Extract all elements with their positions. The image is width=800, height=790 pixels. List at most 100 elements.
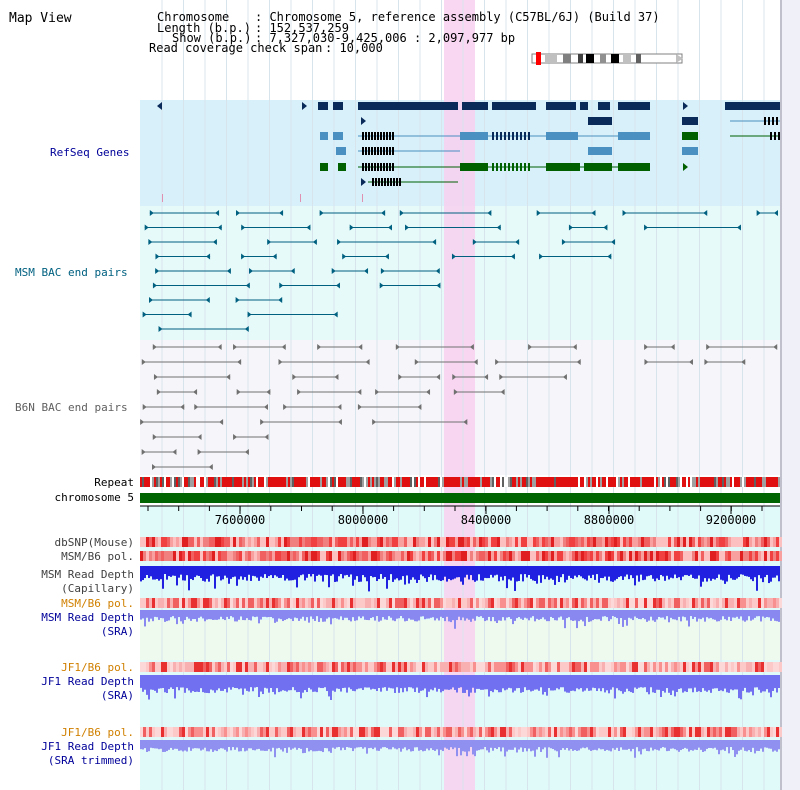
msm-sra-depth-bar <box>728 610 730 617</box>
jf1-b6-trim-pol-cell <box>623 727 626 737</box>
msm-sra-depth-bar <box>646 610 648 622</box>
gene-exon <box>580 102 588 110</box>
jf1-b6-pol-cell <box>665 662 668 672</box>
jf1-trimmed-depth-bar <box>180 740 182 751</box>
msm-capillary-depth-bar <box>600 566 602 578</box>
msm-bac-pairs-track[interactable] <box>142 210 778 332</box>
jf1-trimmed-depth-bar <box>632 740 634 749</box>
jf1-trimmed-depth-bar <box>556 740 558 752</box>
jf1-sra-depth-bar <box>160 675 162 689</box>
jf1-sra-depth-bar <box>748 675 750 693</box>
jf1-trimmed-depth-bar <box>468 740 470 752</box>
jf1-b6-trim-pol-cell <box>629 727 632 737</box>
jf1-sra-depth-bar <box>214 675 216 693</box>
msm-capillary-depth-bar <box>772 566 774 578</box>
jf1-sra-depth-bar <box>170 675 172 688</box>
b6n-bac-pair-end <box>233 344 238 350</box>
jf1-sra-depth-bar <box>312 675 314 692</box>
jf1-b6-trim-pol-cell <box>227 727 230 737</box>
msm-capillary-depth-bar <box>542 566 544 576</box>
msm-capillary-depth-bar <box>742 566 744 575</box>
msm-capillary-depth-bar <box>270 566 272 576</box>
jf1-b6-trim-pol-cell <box>641 727 644 737</box>
jf1-sra-depth-bar <box>420 675 422 691</box>
msm-sra-depth-bar <box>610 610 612 620</box>
repeat-cell <box>634 477 636 487</box>
msm-b6-pol-cell <box>269 551 272 561</box>
gene-exon <box>598 102 610 110</box>
chromosome-ideogram[interactable] <box>531 52 683 65</box>
msm-sra-depth-bar <box>352 610 354 618</box>
msm-capillary-depth-bar <box>706 566 708 582</box>
jf1-b6-pol-cell <box>176 662 179 672</box>
msm-sra-depth-bar <box>490 610 492 622</box>
repeat-cell <box>560 477 562 487</box>
msm-b6-pol-cell <box>554 551 557 561</box>
dbsnp-cell <box>704 537 707 547</box>
repeat-cell <box>506 477 508 487</box>
msm-sra-depth-bar <box>706 610 708 618</box>
refseq-genes-track[interactable] <box>157 102 780 202</box>
msm-capillary-depth-bar <box>678 566 680 578</box>
jf1-b6-pol-cell <box>200 662 203 672</box>
msm-capillary-depth-bar <box>576 566 578 578</box>
heatmap-tracks <box>140 537 782 737</box>
msm-b6-pol-cell <box>563 551 566 561</box>
repeat-cell <box>456 477 458 487</box>
repeat-cell <box>582 477 584 487</box>
msm-b6-pol-cell <box>668 551 671 561</box>
jf1-b6-pol-cell <box>536 662 539 672</box>
dbsnp-cell <box>497 537 500 547</box>
msm-capillary-depth-bar <box>342 566 344 579</box>
msm-b6-sra-pol-cell <box>587 598 590 608</box>
jf1-b6-trim-pol-cell <box>494 727 497 737</box>
msm-sra-depth-bar <box>212 610 214 620</box>
msm-b6-sra-pol-cell <box>581 598 584 608</box>
repeat-cell <box>694 477 696 487</box>
b6n-bac-pair-end <box>473 359 478 365</box>
msm-b6-pol-cell <box>533 551 536 561</box>
repeat-cell <box>340 477 342 487</box>
msm-sra-depth-bar <box>326 610 328 619</box>
jf1-b6-trim-pol-cell <box>281 727 284 737</box>
b6n-bac-pair-end <box>197 449 202 455</box>
jf1-trimmed-depth-bar <box>590 740 592 751</box>
msm-b6-pol-cell <box>389 551 392 561</box>
b6n-bac-pair-end <box>375 389 380 395</box>
msm-b6-pol-cell <box>665 551 668 561</box>
msm-bac-pair-end <box>155 268 160 274</box>
msm-b6-pol-cell <box>353 551 356 561</box>
jf1-trimmed-depth-bar <box>476 740 478 751</box>
jf1-b6-pol-cell <box>173 662 176 672</box>
msm-bac-pair-end <box>149 210 154 216</box>
highlight-region[interactable] <box>444 0 475 790</box>
msm-b6-sra-pol-cell <box>170 598 173 608</box>
repeat-cell <box>710 477 712 487</box>
jf1-sra-depth-bar <box>500 675 502 693</box>
msm-b6-sra-pol-cell <box>206 598 209 608</box>
msm-capillary-depth-bar <box>382 566 384 579</box>
msm-b6-pol-cell <box>590 551 593 561</box>
jf1-b6-pol-cell <box>563 662 566 672</box>
msm-b6-pol-cell <box>701 551 704 561</box>
dbsnp-cell <box>779 537 782 547</box>
msm-sra-depth-bar <box>360 610 362 619</box>
msm-b6-sra-pol-cell <box>707 598 710 608</box>
gene-exon <box>546 102 576 110</box>
jf1-b6-trim-pol-cell <box>263 727 266 737</box>
msm-bac-pair-end <box>245 282 250 289</box>
repeat-cell <box>658 477 660 487</box>
msm-b6-sra-pol-cell <box>614 598 617 608</box>
repeat-cell <box>430 477 432 487</box>
jf1-b6-pol-cell <box>521 662 524 672</box>
repeat-cell <box>426 477 428 487</box>
jf1-trimmed-depth-bar <box>678 740 680 752</box>
msm-capillary-depth-bar <box>476 566 478 581</box>
gene-exon <box>374 132 376 140</box>
msm-b6-pol-cell <box>377 551 380 561</box>
b6n-bac-pairs-track[interactable] <box>140 344 778 470</box>
msm-b6-pol-cell <box>317 551 320 561</box>
jf1-trimmed-depth-bar <box>338 740 340 748</box>
gene-exon <box>725 102 780 110</box>
